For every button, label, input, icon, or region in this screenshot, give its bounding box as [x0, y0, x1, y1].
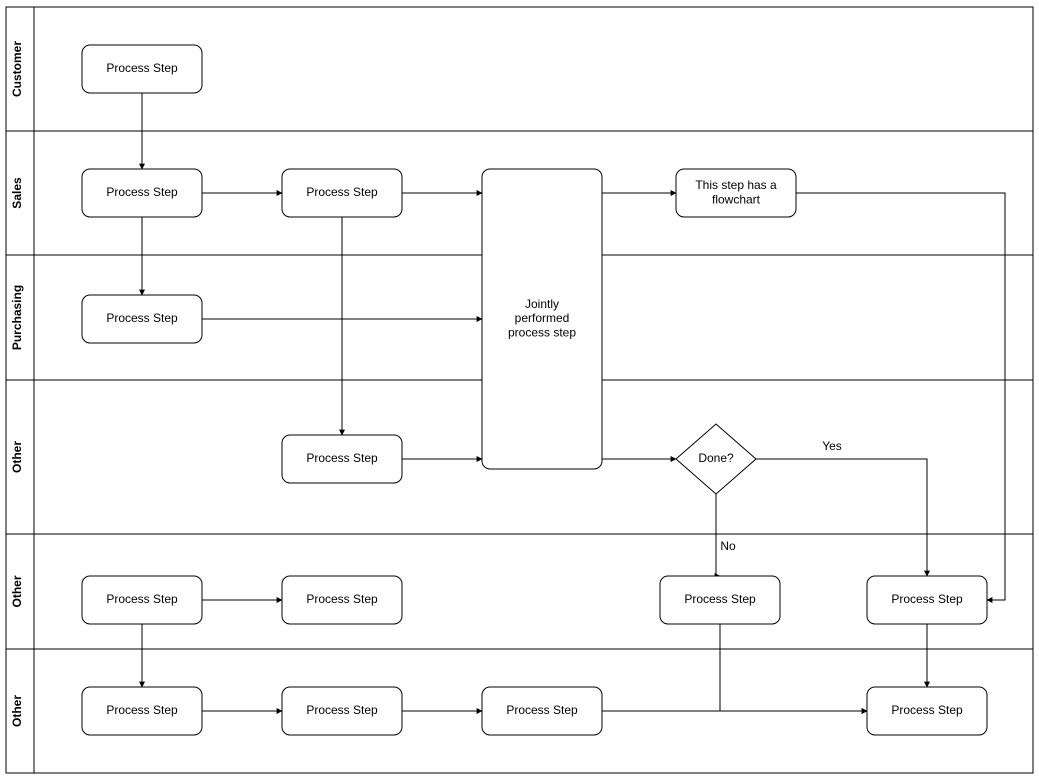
- process-node: This step has aflowchart: [676, 169, 796, 217]
- process-node: Process Step: [282, 576, 402, 624]
- edge: [716, 494, 720, 576]
- swimlane-diagram: Customer Sales Purchasing Other Other Other Ye…: [0, 0, 1039, 776]
- node-label: performed: [515, 311, 570, 325]
- lane-label: Sales: [10, 177, 24, 209]
- node-label: Process Step: [891, 703, 963, 717]
- process-node: Process Step: [282, 687, 402, 735]
- decision-node: Done?: [676, 424, 756, 494]
- process-node: Process Step: [82, 45, 202, 93]
- edge: [720, 624, 867, 711]
- node-label: flowchart: [712, 192, 761, 206]
- node-label: Process Step: [891, 592, 963, 606]
- process-node: Process Step: [282, 169, 402, 217]
- node-label: Process Step: [306, 592, 378, 606]
- process-node: Jointlyperformedprocess step: [482, 169, 602, 469]
- edge: [756, 459, 927, 576]
- node-label: Process Step: [106, 185, 178, 199]
- node-label: This step has a: [695, 178, 777, 192]
- edge: [796, 193, 1005, 600]
- process-node: Process Step: [660, 576, 780, 624]
- process-node: Process Step: [82, 169, 202, 217]
- node-label: Process Step: [106, 311, 178, 325]
- node-label: Process Step: [306, 185, 378, 199]
- lane-label: Other: [10, 695, 24, 727]
- node-label: Done?: [698, 451, 734, 465]
- process-node: Process Step: [82, 576, 202, 624]
- lane-label: Other: [10, 575, 24, 607]
- process-node: Process Step: [82, 687, 202, 735]
- node-label: process step: [508, 326, 576, 340]
- node-label: Process Step: [684, 592, 756, 606]
- node-label: Process Step: [106, 61, 178, 75]
- edge-label: No: [720, 539, 736, 553]
- process-node: Process Step: [82, 295, 202, 343]
- node-label: Process Step: [306, 451, 378, 465]
- edge-label: Yes: [822, 439, 842, 453]
- lane-label: Customer: [10, 41, 24, 97]
- process-node: Process Step: [867, 687, 987, 735]
- lane-label: Other: [10, 441, 24, 473]
- node-label: Process Step: [106, 703, 178, 717]
- process-node: Process Step: [282, 435, 402, 483]
- node-label: Process Step: [106, 592, 178, 606]
- process-node: Process Step: [867, 576, 987, 624]
- process-node: Process Step: [482, 687, 602, 735]
- node-label: Jointly: [525, 297, 559, 311]
- node-label: Process Step: [306, 703, 378, 717]
- lane-label: Purchasing: [10, 285, 24, 350]
- node-label: Process Step: [506, 703, 578, 717]
